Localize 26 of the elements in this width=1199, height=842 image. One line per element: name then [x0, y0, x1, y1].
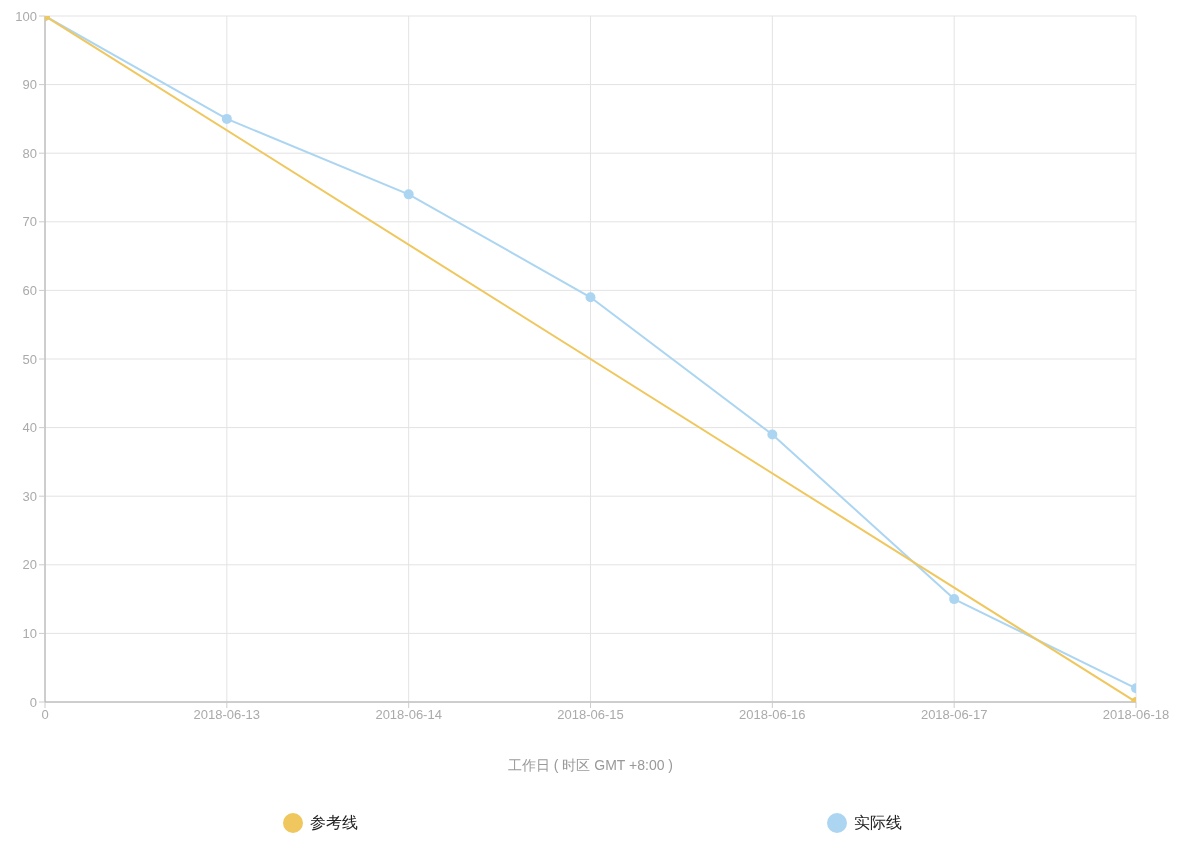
legend-label: 实际线 [853, 812, 902, 834]
y-tick-label: 80 [22, 145, 37, 161]
x-axis-title: 工作日 ( 时区 GMT +8:00 ) [507, 757, 674, 773]
x-tick-label: 2018-06-18 [1102, 707, 1170, 723]
y-tick-label: 60 [22, 283, 37, 299]
y-tick-label: 30 [22, 488, 37, 504]
point [403, 189, 414, 200]
point [767, 429, 778, 440]
y-tick-label: 90 [22, 77, 37, 93]
x-tick-label: 2018-06-13 [193, 707, 261, 723]
y-tick-label: 10 [22, 626, 37, 642]
y-tick-label: 50 [22, 351, 37, 367]
y-tick-label: 0 [29, 694, 37, 710]
x-tick-label: 2018-06-16 [739, 707, 806, 723]
point [221, 113, 232, 124]
x-tick-label: 2018-06-15 [557, 707, 624, 723]
point [585, 292, 596, 303]
y-tick-label: 20 [22, 557, 37, 573]
y-tick-label: 70 [22, 214, 37, 230]
y-tick-label: 100 [15, 8, 37, 24]
legend-label: 参考线 [309, 812, 358, 834]
x-tick-label: 0 [41, 707, 49, 723]
point [949, 594, 960, 605]
y-tick-label: 40 [22, 420, 37, 436]
x-tick-label: 2018-06-14 [375, 707, 442, 723]
x-tick-label: 2018-06-17 [920, 707, 988, 723]
